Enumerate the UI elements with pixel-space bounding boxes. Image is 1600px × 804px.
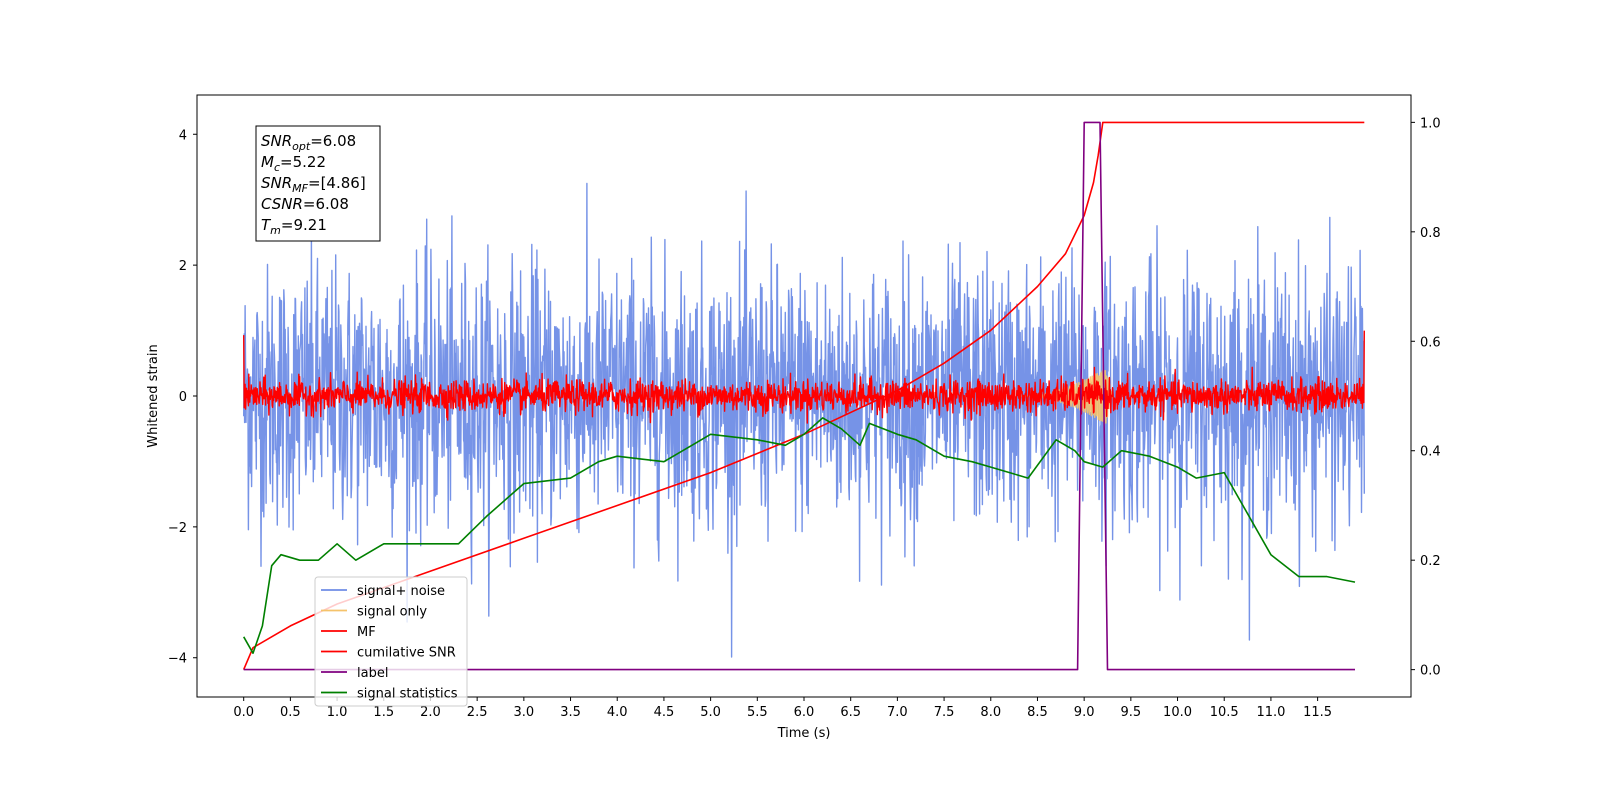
y-axis-right: 0.0 0.2 0.4 0.6 0.8 1.0 (1411, 116, 1441, 678)
annotation-subscript: m (270, 224, 281, 237)
x-tick-label: 2.5 (467, 705, 488, 720)
x-tick-label: 9.5 (1121, 705, 1142, 720)
x-tick-label: 1.0 (327, 705, 348, 720)
x-tick-label: 10.5 (1210, 705, 1239, 720)
x-tick-label: 8.5 (1027, 705, 1048, 720)
annotation-line: CSNR=6.08 (261, 195, 349, 213)
y-axis-label: Whitened strain (146, 344, 161, 447)
x-tick-label: 2.0 (420, 705, 441, 720)
annotation-symbol: SNR (261, 174, 292, 192)
x-tick-label: 6.5 (840, 705, 861, 720)
x-tick-label: 3.5 (560, 705, 581, 720)
y-tick-label: −2 (168, 521, 187, 536)
y-axis-left: −4 −2 0 2 4 (168, 128, 197, 666)
y-tick-label: 4 (179, 128, 187, 143)
x-tick-label: 4.5 (654, 705, 675, 720)
legend-label: signal only (357, 605, 427, 620)
x-tick-label: 11.5 (1303, 705, 1332, 720)
y2-tick-label: 0.2 (1420, 554, 1441, 569)
x-tick-label: 0.5 (280, 705, 301, 720)
annotation-line: SNRMF=[4.86] (261, 174, 366, 195)
legend: signal+ noise signal only MF cumilative SNR… (315, 577, 467, 706)
y-tick-label: 2 (179, 259, 187, 274)
x-tick-label: 9.0 (1074, 705, 1095, 720)
y-tick-label: −4 (168, 652, 187, 667)
legend-label: MF (357, 625, 376, 640)
y2-tick-label: 0.4 (1420, 445, 1441, 460)
y2-tick-label: 0.8 (1420, 226, 1441, 241)
x-tick-label: 8.0 (980, 705, 1001, 720)
x-tick-label: 5.0 (700, 705, 721, 720)
annotation-box: SNRopt=6.08Mc=5.22SNRMF=[4.86]CSNR=6.08T… (256, 126, 380, 241)
y2-tick-label: 0.0 (1420, 664, 1441, 679)
x-tick-label: 0.0 (233, 705, 254, 720)
x-tick-label: 7.0 (887, 705, 908, 720)
legend-label: signal statistics (357, 687, 458, 702)
annotation-subscript: MF (292, 182, 308, 195)
annotation-value: =[4.86] (308, 174, 366, 192)
x-tick-label: 11.0 (1256, 705, 1285, 720)
x-axis-label: Time (s) (777, 726, 831, 741)
annotation-value: =9.21 (281, 216, 327, 234)
legend-label: cumilative SNR (357, 646, 456, 661)
y2-tick-label: 1.0 (1420, 116, 1441, 131)
x-tick-label: 3.0 (514, 705, 535, 720)
annotation-subscript: opt (292, 140, 311, 153)
legend-label: signal+ noise (357, 584, 445, 599)
annotation-symbol: M (261, 153, 274, 171)
x-tick-label: 10.0 (1163, 705, 1192, 720)
y-tick-label: 0 (179, 390, 187, 405)
y2-tick-label: 0.6 (1420, 335, 1441, 350)
x-tick-label: 7.5 (934, 705, 955, 720)
annotation-value: =6.08 (303, 195, 349, 213)
x-tick-label: 4.0 (607, 705, 628, 720)
x-tick-label: 6.0 (794, 705, 815, 720)
annotation-value: =6.08 (310, 132, 356, 150)
legend-label: label (357, 666, 388, 681)
x-tick-label: 5.5 (747, 705, 768, 720)
x-tick-label: 1.5 (373, 705, 394, 720)
annotation-symbol: SNR (261, 132, 292, 150)
annotation-symbol: CSNR (261, 195, 303, 213)
annotation-value: =5.22 (280, 153, 326, 171)
annotation-line: Mc=5.22 (261, 153, 326, 174)
